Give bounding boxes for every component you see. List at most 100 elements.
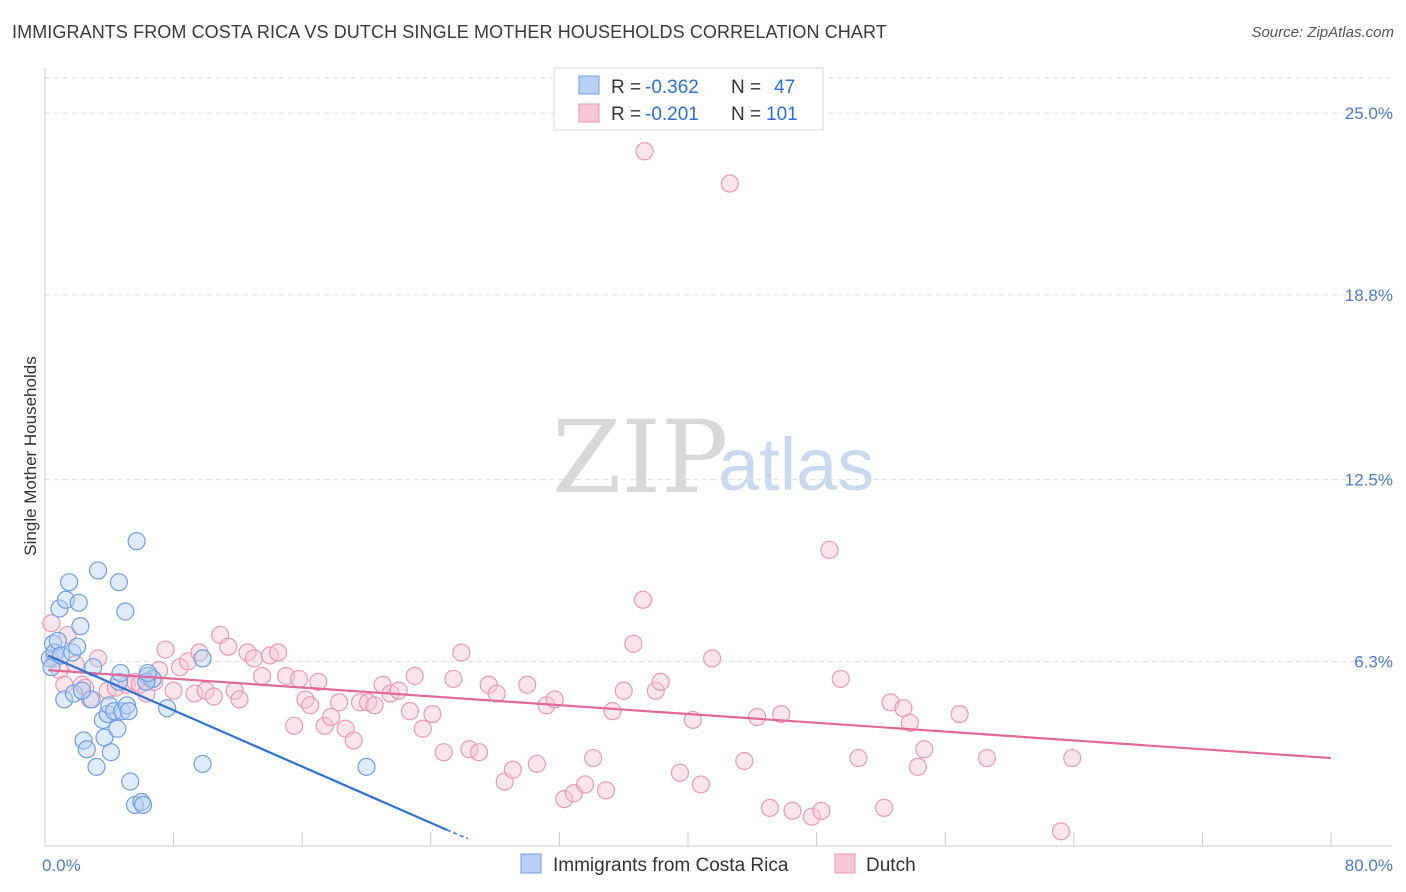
series-costa-rica-points [40,532,376,815]
dutch-point [400,702,420,721]
dutch-point [413,719,432,738]
dutch-point [487,684,506,703]
dutch-point [624,634,643,653]
dutch-point [434,743,453,762]
dutch-point [164,681,183,700]
dutch-point [76,678,95,697]
y-axis-label: Single Mother Households [21,356,40,555]
costa-rica-point [121,772,140,791]
dutch-point [760,798,780,817]
dutch-point [908,757,927,776]
dutch-point [423,704,442,724]
dutch-point [268,643,288,662]
dutch-point [735,751,754,771]
dutch-point [405,666,424,686]
legend-bottom-label-costa-rica: Immigrants from Costa Rica [553,855,789,876]
dutch-point [244,649,264,668]
legend-swatch-dutch [578,103,600,123]
dutch-point [88,649,108,668]
costa-rica-point [357,757,376,776]
tick-labels: 6.3% 12.5% 18.8% 25.0% 0.0% 80.0% [42,104,1393,875]
costa-rica-point [87,757,106,776]
legend-n-value-2: 101 [766,104,798,125]
dutch-point [42,614,61,633]
dutch-point [503,760,522,779]
gridlines [45,77,1392,662]
dutch-point [185,684,204,703]
dutch-point [603,702,622,721]
dutch-point [469,743,489,762]
costa-rica-point [111,663,130,683]
dutch-point [633,590,653,609]
dutch-point [58,625,77,645]
watermark-zip: ZIP [552,399,728,516]
dutch-point [190,643,209,662]
dutch-point [720,174,739,193]
dutch-point [635,142,654,161]
dutch-point [900,713,919,732]
costa-rica-trend-extension [446,829,469,840]
legend-bottom-label-dutch: Dutch [866,855,916,876]
legend-bottom-swatch-dutch [834,853,856,874]
dutch-point [691,775,710,794]
dutch-point [772,704,791,724]
dutch-point [875,798,894,817]
legend-n-label-1: N = [731,77,761,98]
dutch-point [252,666,272,686]
legend-swatch-costa-rica [578,75,600,95]
dutch-point [344,731,363,750]
costa-rica-point [109,573,129,592]
dutch-trend-line [48,669,1332,760]
legend-bottom-swatch-costa-rica [520,853,542,874]
dutch-point [365,696,384,715]
dutch-point [1063,748,1082,768]
watermark-atlas: atlas [718,423,874,506]
trend-lines [47,654,1332,840]
dutch-point [296,690,315,709]
dutch-point [309,672,328,691]
axes [44,68,1392,847]
costa-rica-trend-line [47,654,448,831]
legend-r-label-2: R = [611,104,641,125]
dutch-point [156,640,175,659]
costa-rica-point [116,602,135,621]
costa-rica-point [71,617,90,636]
dutch-point [1051,822,1071,841]
dutch-point [831,669,850,689]
costa-rica-point [133,795,153,815]
costa-rica-point [101,743,121,762]
costa-rica-point [60,573,79,592]
dutch-point [950,704,969,724]
dutch-point [703,649,722,668]
dutch-point [330,693,349,712]
legend-bottom: Immigrants from Costa Rica Dutch [520,853,916,876]
chart-source: Source: ZipAtlas.com [1251,24,1394,41]
costa-rica-point [69,593,88,612]
costa-rica-point [63,643,82,662]
costa-rica-point [68,637,87,656]
legend-r-value-1: -0.362 [645,77,699,98]
dutch-point [219,637,238,656]
dutch-point [289,669,309,689]
costa-rica-point [48,631,67,650]
dutch-point [849,748,868,768]
dutch-point [322,707,341,727]
dutch-point [584,748,603,768]
costa-rica-point [55,690,74,709]
dutch-point [555,789,574,809]
dutch-point [614,681,633,700]
dutch-point [285,716,304,735]
costa-rica-point [113,702,132,721]
y-tick-label: 6.3% [1354,652,1393,671]
y-tick-label: 18.8% [1345,286,1393,305]
dutch-point [527,754,546,774]
dutch-point [977,748,997,768]
legend-r-label-1: R = [611,77,641,98]
costa-rica-point [132,792,151,812]
series-dutch-points [42,142,1082,841]
legend-n-label-2: N = [731,104,761,125]
costa-rica-point [127,532,146,551]
dutch-point [444,669,463,689]
dutch-point [452,643,471,662]
